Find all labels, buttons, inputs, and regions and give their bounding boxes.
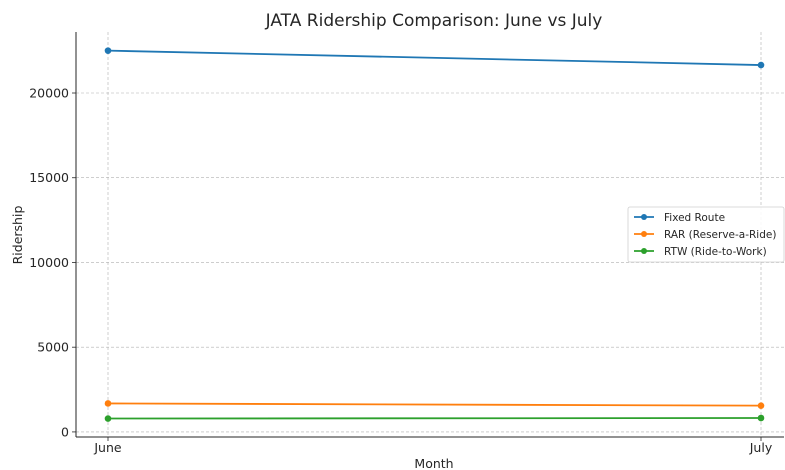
tick-labels: 0 5000 10000 15000 20000 June July <box>29 86 773 455</box>
x-tick-label: June <box>93 440 122 455</box>
legend-marker <box>641 231 647 237</box>
series-fixed-route <box>104 47 765 69</box>
x-axis-label: Month <box>414 456 453 470</box>
y-axis-label: Ridership <box>10 206 25 265</box>
data-point <box>104 415 112 422</box>
y-tick-label: 15000 <box>29 170 69 185</box>
grid <box>76 32 784 437</box>
legend-item: RTW (Ride-to-Work) <box>634 246 767 258</box>
chart-title: JATA Ridership Comparison: June vs July <box>265 11 603 31</box>
legend-label: Fixed Route <box>664 212 725 224</box>
legend-marker <box>641 248 647 254</box>
legend-label: RAR (Reserve-a-Ride) <box>664 229 776 241</box>
legend-marker <box>641 214 647 220</box>
y-tick-label: 5000 <box>37 340 69 355</box>
series-line <box>107 49 762 66</box>
series-rtw-ride-to-work <box>104 414 765 422</box>
series-rar-reserve-a-ride <box>104 400 765 409</box>
y-tick-label: 10000 <box>29 255 69 270</box>
y-tick-label: 0 <box>61 424 69 439</box>
series-line <box>107 417 762 420</box>
legend-item: Fixed Route <box>634 212 725 224</box>
data-point <box>104 47 112 54</box>
legend: Fixed Route RAR (Reserve-a-Ride) RTW (Ride… <box>627 206 785 263</box>
series-line <box>107 402 762 407</box>
legend-box <box>627 206 785 263</box>
legend-item: RAR (Reserve-a-Ride) <box>634 229 776 241</box>
data-point <box>757 402 765 409</box>
data-point <box>757 414 765 422</box>
y-tick-label: 20000 <box>29 86 69 101</box>
series-group <box>104 47 765 422</box>
data-point <box>757 61 765 69</box>
axes <box>72 32 784 441</box>
data-point <box>104 400 112 407</box>
legend-label: RTW (Ride-to-Work) <box>664 246 767 258</box>
x-tick-label: July <box>749 440 773 455</box>
